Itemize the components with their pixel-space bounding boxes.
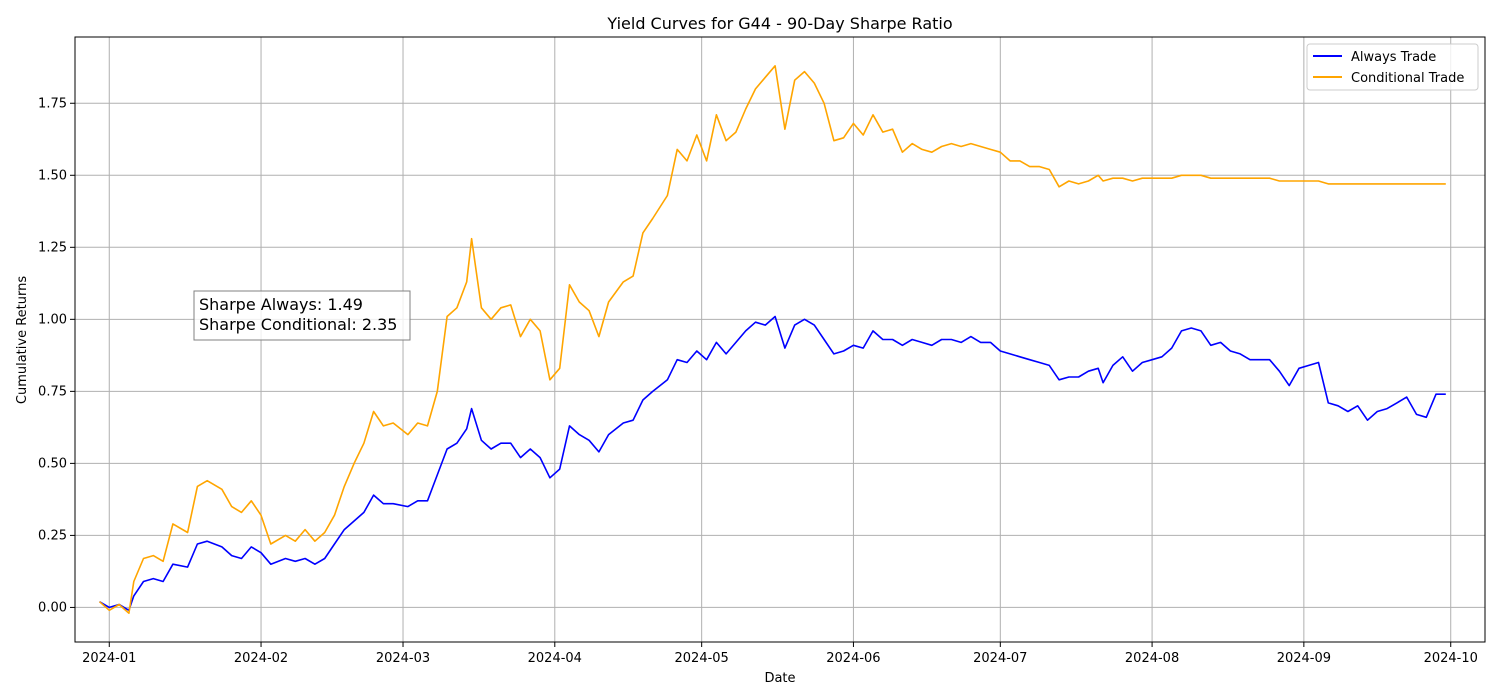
x-tick-label: 2024-01 [82, 651, 136, 666]
y-tick-label: 1.75 [38, 96, 67, 111]
annotation-line-2: Sharpe Conditional: 2.35 [199, 315, 397, 334]
x-axis-ticks: 2024-01 2024-02 2024-03 2024-04 2024-05 2024-… [82, 642, 1478, 666]
legend-label-conditional-trade: Conditional Trade [1351, 71, 1464, 86]
chart-title: Yield Curves for G44 - 90-Day Sharpe Rat… [606, 14, 952, 33]
y-tick-label: 1.25 [38, 240, 67, 255]
y-tick-label: 0.00 [38, 600, 67, 615]
series-line-conditional-trade [98, 65, 1446, 615]
x-tick-label: 2024-05 [675, 651, 729, 666]
annotation-line-1: Sharpe Always: 1.49 [199, 295, 363, 314]
x-tick-label: 2024-08 [1125, 651, 1179, 666]
plot-frame [74, 36, 1486, 643]
y-tick-label: 1.00 [38, 312, 67, 327]
x-tick-label: 2024-09 [1277, 651, 1331, 666]
x-tick-label: 2024-10 [1424, 651, 1478, 666]
legend-box [1306, 43, 1479, 91]
y-tick-label: 1.50 [38, 168, 67, 183]
y-axis-label: Cumulative Returns [15, 276, 30, 404]
series-group [98, 65, 1446, 615]
y-axis-ticks: 0.00 0.25 0.50 0.75 1.00 1.25 1.50 1.75 [38, 96, 75, 615]
y-tick-label: 0.25 [38, 528, 67, 543]
x-tick-label: 2024-02 [234, 651, 288, 666]
x-tick-label: 2024-07 [973, 651, 1027, 666]
legend: Always Trade Conditional Trade [1306, 43, 1479, 91]
x-axis-label: Date [764, 671, 795, 686]
x-tick-label: 2024-03 [376, 651, 430, 666]
y-tick-label: 0.75 [38, 384, 67, 399]
legend-label-always-trade: Always Trade [1351, 50, 1436, 65]
y-tick-label: 0.50 [38, 456, 67, 471]
series-line-always-trade [99, 315, 1446, 612]
x-tick-label: 2024-06 [826, 651, 880, 666]
annotation-box: Sharpe Always: 1.49 Sharpe Conditional: … [193, 290, 411, 341]
x-tick-label: 2024-04 [528, 651, 582, 666]
